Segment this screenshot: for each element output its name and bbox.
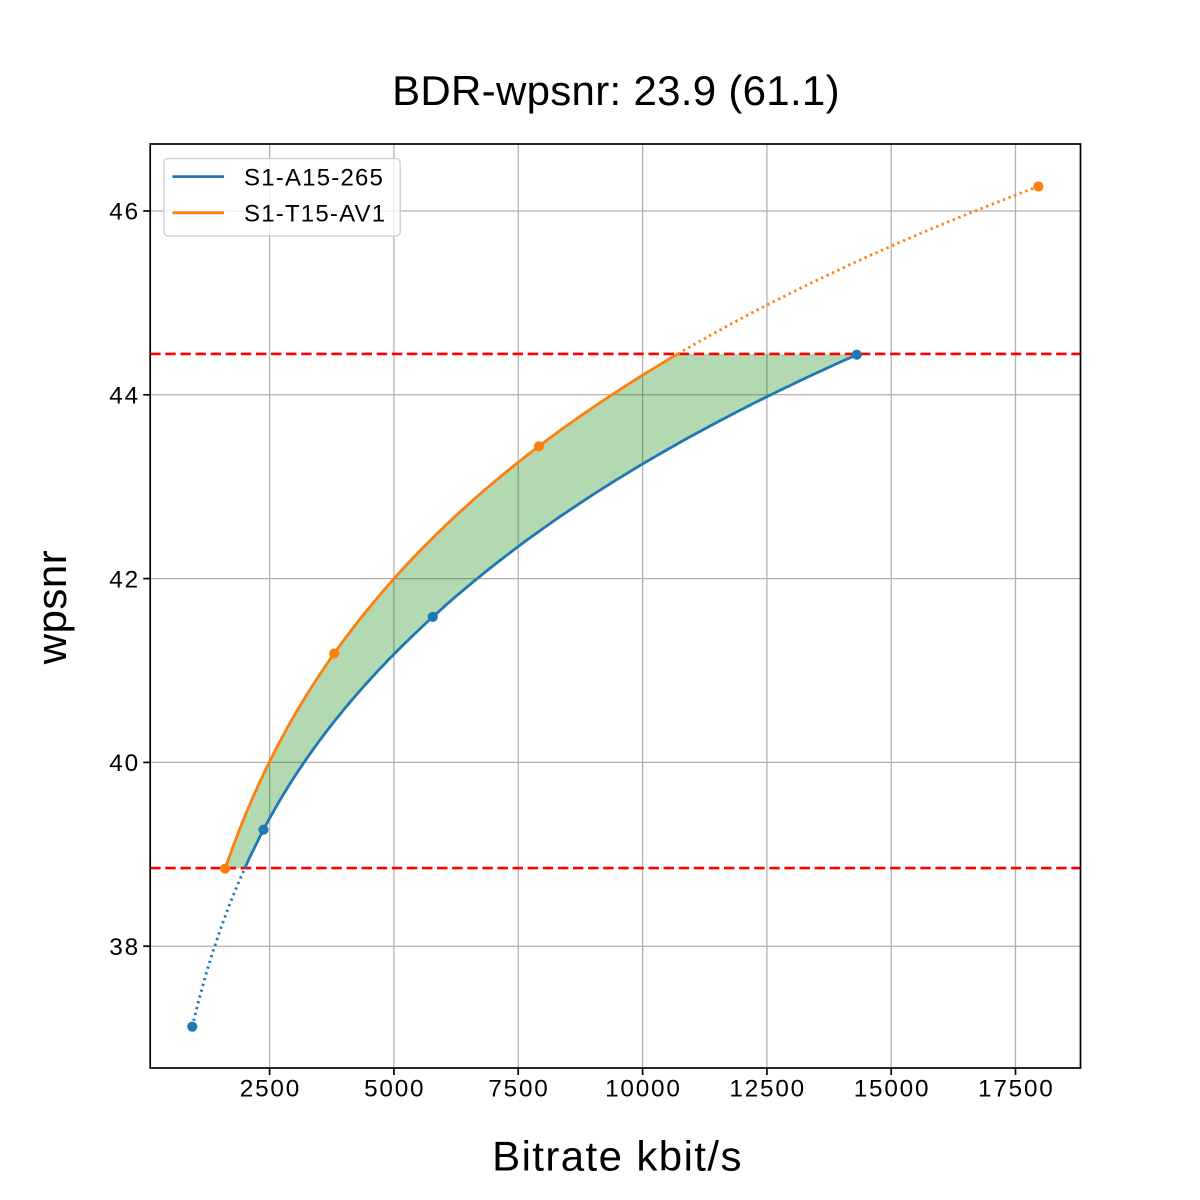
svg-text:S1-A15-265: S1-A15-265 bbox=[244, 164, 384, 191]
svg-text:15000: 15000 bbox=[854, 1076, 931, 1103]
svg-text:40: 40 bbox=[109, 750, 140, 777]
svg-text:10000: 10000 bbox=[605, 1076, 682, 1103]
svg-text:7500: 7500 bbox=[488, 1076, 549, 1103]
svg-text:S1-T15-AV1: S1-T15-AV1 bbox=[244, 201, 386, 228]
svg-text:Bitrate kbit/s: Bitrate kbit/s bbox=[492, 1132, 743, 1179]
svg-text:5000: 5000 bbox=[364, 1076, 425, 1103]
svg-text:46: 46 bbox=[109, 199, 140, 226]
svg-text:44: 44 bbox=[109, 383, 140, 410]
svg-text:42: 42 bbox=[109, 566, 140, 593]
svg-text:17500: 17500 bbox=[978, 1076, 1055, 1103]
svg-text:38: 38 bbox=[109, 934, 140, 961]
svg-text:12500: 12500 bbox=[729, 1076, 806, 1103]
svg-text:BDR-wpsnr: 23.9 (61.1): BDR-wpsnr: 23.9 (61.1) bbox=[392, 67, 840, 114]
svg-text:wpsnr: wpsnr bbox=[28, 550, 75, 666]
svg-text:2500: 2500 bbox=[240, 1076, 301, 1103]
